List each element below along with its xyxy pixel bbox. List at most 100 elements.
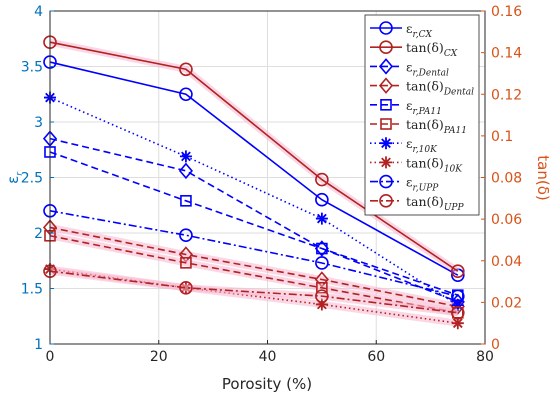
legend-label-subscript: r,10K	[412, 145, 438, 155]
y-left-tick-label: 3	[34, 115, 43, 131]
legend-label-main: tan(δ)	[406, 79, 444, 94]
data-point-marker	[315, 192, 329, 207]
series-line	[49, 210, 459, 298]
series-line	[49, 234, 458, 314]
series-line	[49, 270, 458, 314]
legend-label: εr,PA11	[406, 98, 442, 117]
y-left-tick-label: 1	[34, 337, 43, 353]
data-point-marker	[450, 298, 465, 315]
axis-ticks: 0 20 40 60 8011.522.533.5400.020.040.060.080…	[21, 4, 523, 365]
legend-label-main: ε	[406, 136, 412, 151]
legend-entry: tan(δ)CX	[370, 40, 458, 59]
series-eps-rcx	[43, 55, 465, 282]
legend-entry: tan(δ)PA11	[370, 117, 467, 136]
legend-marker	[380, 137, 392, 150]
y-right-tick-label: 0.08	[491, 171, 522, 187]
legend-entry: εr,UPP	[370, 175, 439, 194]
data-point-marker	[451, 305, 465, 320]
legend-label-main: ε	[406, 175, 412, 190]
y-left-axis-title: εr	[4, 171, 25, 184]
y-left-tick-label: 3.5	[21, 60, 43, 76]
legend-marker	[379, 194, 393, 208]
x-tick-label: 80	[476, 349, 494, 365]
data-point-marker	[178, 162, 193, 180]
legend-label: tan(δ)Dental	[406, 79, 474, 98]
y-right-tick-label: 0.06	[491, 212, 522, 228]
x-axis-title: Porosity (%)	[222, 375, 312, 393]
y-right-tick-label: 0	[491, 337, 500, 353]
legend-label-subscript: CX	[444, 49, 458, 59]
legend-label: εr,CX	[406, 21, 433, 40]
legend-label: tan(δ)10K	[406, 155, 463, 174]
legend-label: εr,Dental	[406, 59, 449, 78]
plot-series	[42, 35, 465, 330]
legend-label-subscript: r,UPP	[412, 184, 439, 194]
legend-entry: εr,Dental	[370, 58, 449, 78]
x-tick-label: 0	[46, 349, 55, 365]
legend-marker	[380, 156, 392, 169]
data-point-marker	[315, 256, 329, 270]
epsilon-subscript: r	[15, 171, 25, 176]
data-point-marker	[315, 172, 329, 187]
y-right-tick-label: 0.04	[491, 254, 522, 270]
legend-label: tan(δ)CX	[406, 40, 458, 59]
series-line	[49, 151, 459, 296]
series-line	[49, 137, 459, 303]
legend-entry: tan(δ)10K	[370, 155, 463, 174]
data-point-marker	[180, 257, 192, 269]
legend-label-subscript: PA11	[443, 126, 467, 136]
data-point-marker	[315, 212, 328, 225]
legend-label-main: tan(δ)	[406, 117, 444, 132]
legend-label-subscript: UPP	[444, 203, 465, 213]
legend-marker	[380, 118, 392, 130]
legend-entry: εr,CX	[370, 21, 433, 40]
data-point-marker	[179, 150, 192, 163]
legend-label-subscript: 10K	[444, 164, 463, 174]
series-line	[49, 61, 459, 276]
x-tick-label: 20	[150, 349, 168, 365]
series-line	[49, 226, 458, 308]
y-right-tick-label: 0.1	[491, 129, 513, 145]
data-point-marker	[314, 240, 329, 257]
legend-label-main: tan(δ)	[406, 40, 444, 55]
y-right-axis-title: tan(δ)	[534, 155, 550, 200]
legend-label-subscript: r,CX	[412, 30, 432, 40]
legend-marker	[378, 58, 394, 75]
legend-entry: tan(δ)Dental	[370, 77, 474, 98]
legend-label-main: ε	[406, 59, 412, 74]
legend-marker	[380, 99, 392, 111]
y-left-tick-label: 2.5	[21, 171, 43, 187]
x-tick-label: 40	[259, 349, 277, 365]
legend-marker	[378, 77, 394, 94]
data-point-marker	[451, 317, 464, 330]
legend-label-main: ε	[406, 21, 412, 36]
y-left-tick-label: 2	[34, 226, 43, 242]
y-right-tick-label: 0.16	[491, 4, 522, 20]
data-point-marker	[179, 281, 193, 295]
data-point-marker	[316, 242, 328, 255]
data-point-marker	[315, 289, 329, 303]
data-point-marker	[179, 87, 193, 102]
series-line	[49, 96, 459, 306]
legend-label-main: tan(δ)	[406, 155, 444, 170]
legend-label: tan(δ)PA11	[406, 117, 467, 136]
legend-label-subscript: Dental	[443, 88, 474, 98]
data-point-marker	[451, 289, 465, 304]
legend-label: εr,10K	[406, 136, 438, 155]
data-point-marker	[179, 62, 193, 77]
legend-label: tan(δ)UPP	[406, 194, 464, 213]
series-line	[49, 41, 459, 272]
data-point-marker	[315, 298, 328, 311]
legend-label-main: tan(δ)	[406, 194, 444, 209]
legend-marker	[379, 40, 393, 55]
legend-marker	[379, 174, 393, 189]
data-point-marker	[180, 195, 192, 207]
legend-entry: εr,10K	[370, 136, 438, 155]
legend-label-subscript: r,Dental	[412, 68, 448, 78]
y-left-tick-label: 4	[34, 4, 43, 20]
legend-box	[364, 14, 480, 216]
y-right-tick-label: 0.02	[491, 295, 522, 311]
legend: εr,CXtan(δ)CXεr,Dentaltan(δ)Dentalεr,PA1…	[364, 14, 480, 216]
y-right-tick-label: 0.14	[491, 46, 522, 62]
